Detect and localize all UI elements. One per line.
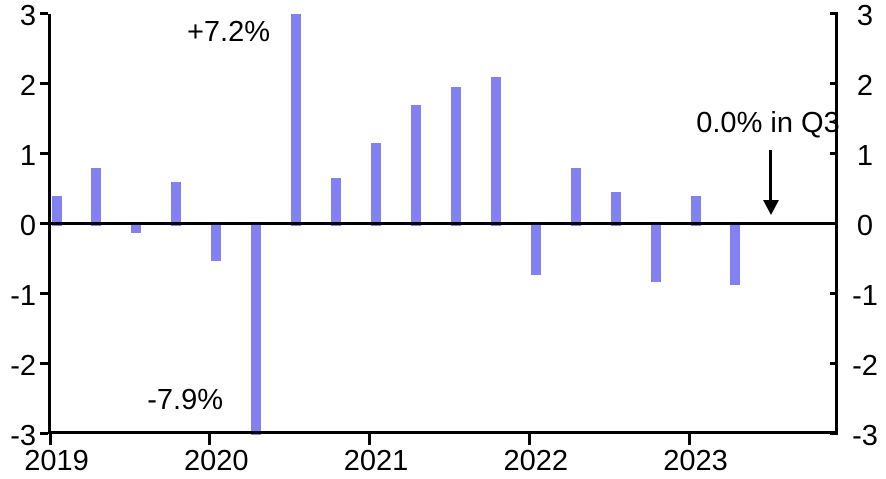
bar-2023-q1 xyxy=(690,195,701,226)
zero-line xyxy=(48,222,838,225)
y-tick-left xyxy=(40,222,48,225)
y-axis-label-left: -1 xyxy=(10,279,36,312)
x-tick-year xyxy=(527,431,531,445)
y-axis-label-left: 3 xyxy=(19,0,36,32)
x-axis-label-year: 2019 xyxy=(24,445,89,477)
bar-2022-q1 xyxy=(530,223,541,275)
y-tick-left xyxy=(40,432,48,435)
x-tick-year xyxy=(687,431,691,445)
bar-2022-q3 xyxy=(610,192,621,226)
bar-2023-q2 xyxy=(730,223,741,285)
x-tick-year xyxy=(208,431,212,445)
y-axis-label-right: -3 xyxy=(852,419,878,452)
annotation-peak-label: +7.2% xyxy=(186,16,270,48)
x-tick-year xyxy=(368,431,371,445)
bar-2022-q2 xyxy=(570,167,581,226)
y-tick-right xyxy=(830,292,838,295)
y-tick-right xyxy=(830,82,838,85)
bar-2019-q1 xyxy=(51,195,62,226)
y-axis-label-right: 0 xyxy=(856,209,874,242)
y-axis-label-left: 0 xyxy=(19,209,36,242)
y-tick-left xyxy=(40,12,48,15)
arrow-stem xyxy=(769,150,772,202)
bar-2020-q4 xyxy=(331,178,342,226)
y-axis-label-right: -1 xyxy=(852,279,878,312)
annotation-latest-label: 0.0% in Q3 xyxy=(696,107,840,139)
bar-2021-q2 xyxy=(410,104,421,226)
bar-2019-q3 xyxy=(131,223,142,233)
y-axis-label-right: 3 xyxy=(856,0,874,32)
annotation-trough-label: -7.9% xyxy=(147,384,223,416)
bar-2020-q2 xyxy=(251,223,262,435)
y-tick-left xyxy=(40,82,48,85)
bar-2020-q3 xyxy=(291,13,302,226)
y-axis-label-right: 1 xyxy=(856,139,874,172)
y-tick-right xyxy=(830,12,838,15)
y-axis-left xyxy=(48,14,51,434)
bar-2020-q1 xyxy=(211,223,222,261)
y-tick-left xyxy=(40,292,48,295)
y-tick-right xyxy=(830,362,838,365)
x-axis-label-year: 2020 xyxy=(183,445,249,477)
y-axis-label-right: -2 xyxy=(852,349,878,382)
bar-2021-q1 xyxy=(371,143,381,226)
y-tick-left xyxy=(40,362,48,365)
y-tick-right xyxy=(830,152,838,155)
bar-2019-q4 xyxy=(171,181,182,226)
y-axis-label-left: -2 xyxy=(10,349,36,382)
y-tick-right xyxy=(830,432,838,435)
x-axis-label-year: 2023 xyxy=(663,445,728,477)
y-tick-left xyxy=(40,152,48,155)
y-axis-label-left: 1 xyxy=(19,139,36,172)
y-axis-label-right: 2 xyxy=(856,69,874,102)
bar-2022-q4 xyxy=(650,223,661,282)
bar-2021-q4 xyxy=(490,76,501,226)
x-axis-label-year: 2021 xyxy=(343,445,409,477)
bar-2021-q3 xyxy=(450,87,461,226)
y-axis-label-left: -3 xyxy=(10,419,36,452)
y-tick-right xyxy=(830,222,838,225)
x-tick-year xyxy=(48,431,52,445)
bar-2019-q2 xyxy=(91,167,102,226)
y-axis-label-left: 2 xyxy=(19,69,36,102)
x-axis xyxy=(48,431,838,434)
x-axis-label-year: 2022 xyxy=(503,445,568,477)
arrow-head-icon xyxy=(763,200,779,215)
